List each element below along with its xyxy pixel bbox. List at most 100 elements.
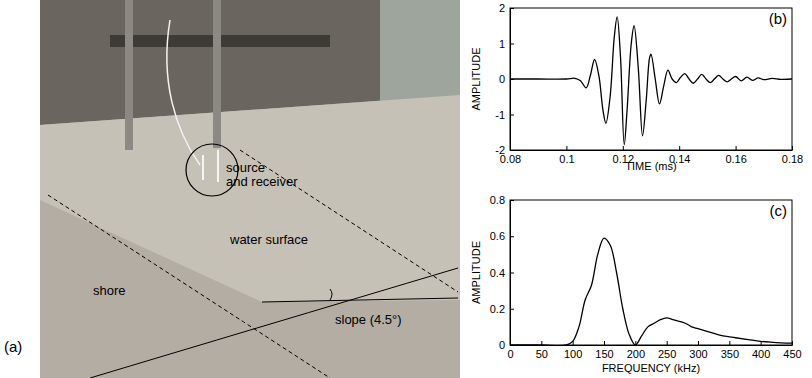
tick-mark bbox=[679, 146, 680, 150]
tick-label: 150 bbox=[595, 348, 613, 360]
tick-mark bbox=[510, 44, 514, 45]
tick-mark bbox=[510, 200, 514, 201]
tick-label: 100 bbox=[564, 348, 582, 360]
tick-label: 0.18 bbox=[782, 153, 803, 165]
x-axis: 0 50 100 150 200 250 300 350 400 450 bbox=[507, 341, 801, 360]
tick: 0.4 bbox=[490, 267, 514, 279]
transducer bbox=[203, 150, 218, 182]
chart: 0.080.10.120.140.160.18-2-1012TIME (ms)A… bbox=[470, 2, 803, 172]
tick: 150 bbox=[595, 341, 613, 360]
tick: 0.2 bbox=[490, 303, 514, 315]
water-area bbox=[40, 95, 460, 302]
wire bbox=[167, 20, 200, 165]
tick-label: -2 bbox=[495, 144, 505, 156]
photo-annotation: shore bbox=[93, 283, 126, 298]
tick: 100 bbox=[564, 341, 582, 360]
tick-label: 2 bbox=[499, 2, 505, 14]
photo-annotation: sourceand receiver bbox=[226, 160, 298, 189]
tick-label: 0.1 bbox=[559, 153, 574, 165]
tick-label: 0 bbox=[499, 339, 505, 351]
figure: sourceand receiver water surface shore slop… bbox=[0, 0, 812, 378]
x-axis-title: FREQUENCY (kHz) bbox=[602, 362, 700, 374]
tick-mark bbox=[510, 8, 514, 9]
tick-mark bbox=[736, 146, 737, 150]
plot-frame bbox=[510, 200, 792, 345]
tick-label: 450 bbox=[783, 348, 801, 360]
tick: 0 bbox=[499, 339, 514, 351]
x-axis-title: TIME (ms) bbox=[625, 160, 676, 172]
tick-mark bbox=[510, 273, 514, 274]
photo-annotation: slope (4.5°) bbox=[335, 312, 402, 327]
tick: 0.1 bbox=[559, 146, 574, 165]
panel-label: (a) bbox=[4, 338, 22, 355]
tick-mark bbox=[729, 341, 730, 345]
tick-label: 200 bbox=[627, 348, 645, 360]
axis-line bbox=[511, 150, 793, 151]
angle-arc bbox=[330, 289, 332, 300]
tick: 1 bbox=[499, 38, 514, 50]
photo-panel: sourceand receiver water surface shore slop… bbox=[40, 0, 460, 378]
tick: 250 bbox=[658, 341, 676, 360]
tick-label: 0 bbox=[499, 73, 505, 85]
tick: 50 bbox=[536, 341, 548, 360]
tick: 450 bbox=[783, 341, 801, 360]
rod bbox=[125, 0, 133, 150]
tick-mark bbox=[510, 236, 514, 237]
rod bbox=[213, 0, 221, 148]
tick-label: 0 bbox=[507, 348, 513, 360]
tick: 400 bbox=[752, 341, 770, 360]
plot-frame bbox=[510, 8, 792, 150]
dashed-line bbox=[240, 150, 458, 292]
shore-line bbox=[90, 268, 458, 378]
tick-label: 0.16 bbox=[725, 153, 746, 165]
tick-mark bbox=[604, 341, 605, 345]
tick-label: 50 bbox=[536, 348, 548, 360]
tick-label: 300 bbox=[689, 348, 707, 360]
tick-mark bbox=[792, 146, 793, 150]
tick-mark bbox=[510, 150, 514, 151]
tick: 0.16 bbox=[725, 146, 746, 165]
tick-label: 0.2 bbox=[490, 303, 505, 315]
y-axis-title: AMPLITUDE bbox=[470, 241, 482, 304]
tick: 200 bbox=[627, 341, 645, 360]
tick: -2 bbox=[495, 144, 514, 156]
photo-annotation: water surface bbox=[229, 232, 308, 247]
axis-line bbox=[511, 345, 793, 346]
annotation-line: shore bbox=[93, 283, 126, 298]
data-line bbox=[510, 17, 792, 145]
tick-mark bbox=[623, 146, 624, 150]
panel-label: (c) bbox=[770, 202, 788, 219]
tick-mark bbox=[566, 146, 567, 150]
tick-label: 0.4 bbox=[490, 267, 505, 279]
tick: 0.6 bbox=[490, 230, 514, 242]
plot-marks bbox=[510, 17, 792, 145]
tick: 2 bbox=[499, 2, 514, 14]
tick-mark bbox=[510, 309, 514, 310]
chart: 0 50 100 150 200 250 300 350 400 450 0 0.2 0.4 0.6 0.8… bbox=[470, 194, 802, 374]
tick: 0.18 bbox=[782, 146, 803, 165]
surface-line bbox=[262, 298, 458, 302]
annotation-line: slope (4.5°) bbox=[335, 312, 402, 327]
tick-label: 0.8 bbox=[490, 194, 505, 206]
tick-mark bbox=[510, 345, 514, 346]
tick-mark bbox=[667, 341, 668, 345]
tick-label: 400 bbox=[752, 348, 770, 360]
tick: 350 bbox=[721, 341, 739, 360]
tick: 0.8 bbox=[490, 194, 514, 206]
annotation-line: water surface bbox=[229, 232, 308, 247]
data-line bbox=[510, 238, 792, 345]
tick-label: 1 bbox=[499, 38, 505, 50]
tick-label: -1 bbox=[495, 109, 505, 121]
photo-ground bbox=[40, 0, 460, 378]
tick-label: 0.6 bbox=[490, 230, 505, 242]
y-axis: 0 0.2 0.4 0.6 0.8 bbox=[490, 194, 514, 351]
tick-label: 350 bbox=[721, 348, 739, 360]
y-axis-title: AMPLITUDE bbox=[470, 48, 482, 111]
tick: 300 bbox=[689, 341, 707, 360]
tick-mark bbox=[698, 341, 699, 345]
tick: -1 bbox=[495, 109, 514, 121]
annotation-line: source bbox=[226, 160, 265, 175]
tick-mark bbox=[510, 115, 514, 116]
dashed-line bbox=[48, 195, 330, 378]
tick-mark bbox=[792, 341, 793, 345]
